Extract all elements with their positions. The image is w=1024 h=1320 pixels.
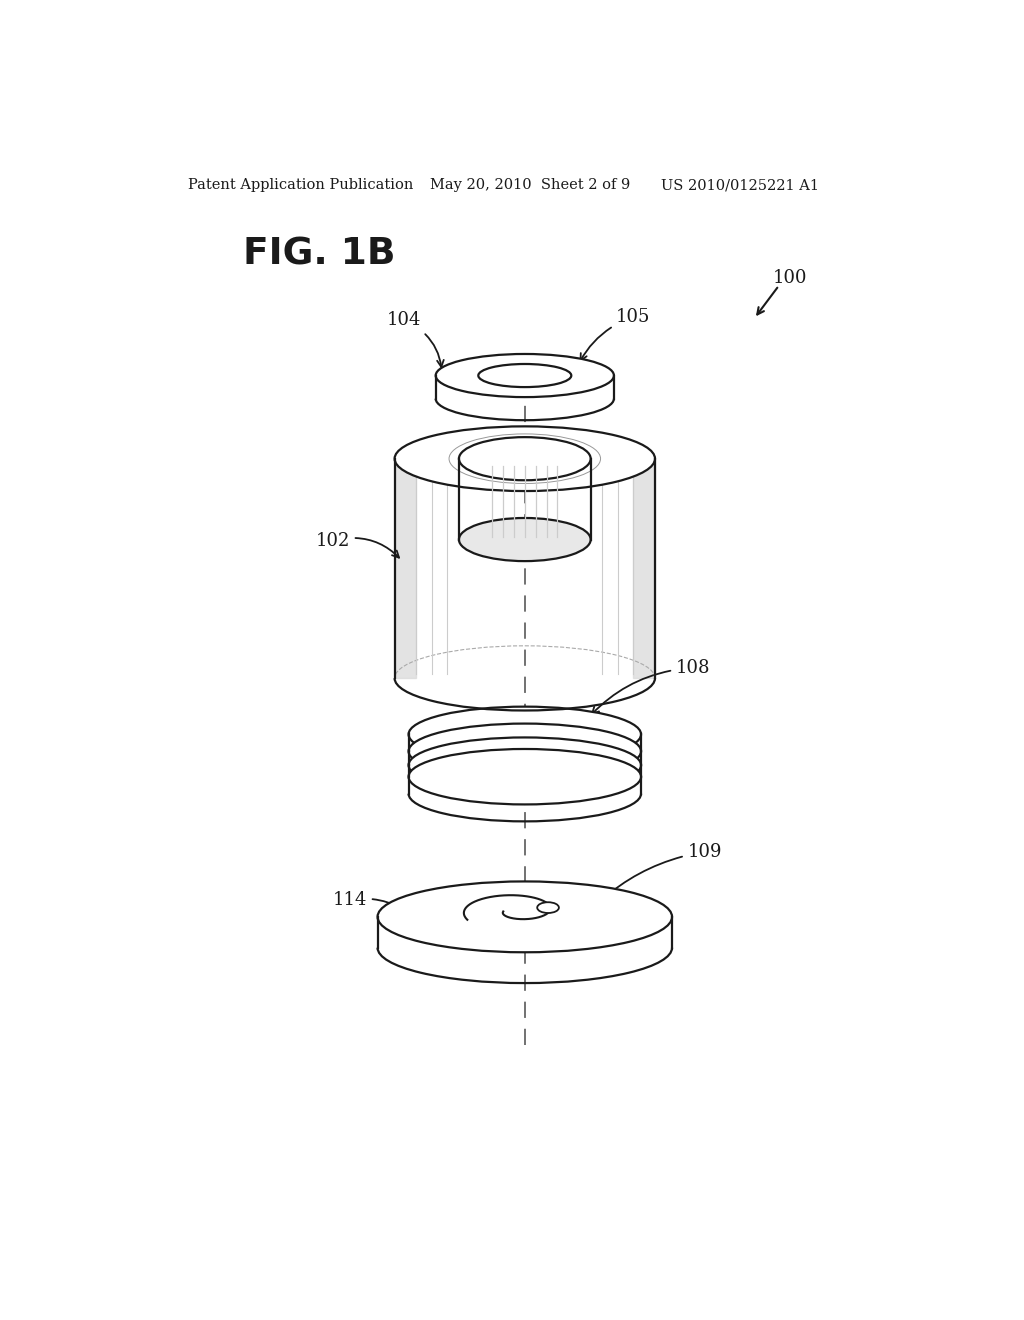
Text: 104: 104 (387, 312, 443, 367)
Ellipse shape (478, 364, 571, 387)
Text: 114: 114 (333, 891, 400, 909)
Text: 109: 109 (602, 842, 722, 900)
Text: 108: 108 (592, 659, 711, 714)
Text: US 2010/0125221 A1: US 2010/0125221 A1 (662, 178, 819, 193)
Ellipse shape (394, 426, 655, 491)
Ellipse shape (409, 738, 641, 793)
Ellipse shape (459, 517, 591, 561)
Ellipse shape (459, 437, 591, 480)
Text: Patent Application Publication: Patent Application Publication (188, 178, 414, 193)
Text: 102: 102 (315, 532, 399, 557)
Text: May 20, 2010  Sheet 2 of 9: May 20, 2010 Sheet 2 of 9 (430, 178, 631, 193)
Polygon shape (394, 459, 417, 678)
Text: FIG. 1B: FIG. 1B (243, 236, 395, 273)
Ellipse shape (409, 748, 641, 804)
Polygon shape (633, 459, 655, 678)
Ellipse shape (435, 354, 614, 397)
Ellipse shape (409, 706, 641, 762)
Text: 105: 105 (581, 308, 650, 360)
Ellipse shape (538, 903, 559, 913)
Ellipse shape (409, 723, 641, 779)
Ellipse shape (378, 882, 672, 952)
Text: 100: 100 (773, 269, 807, 286)
